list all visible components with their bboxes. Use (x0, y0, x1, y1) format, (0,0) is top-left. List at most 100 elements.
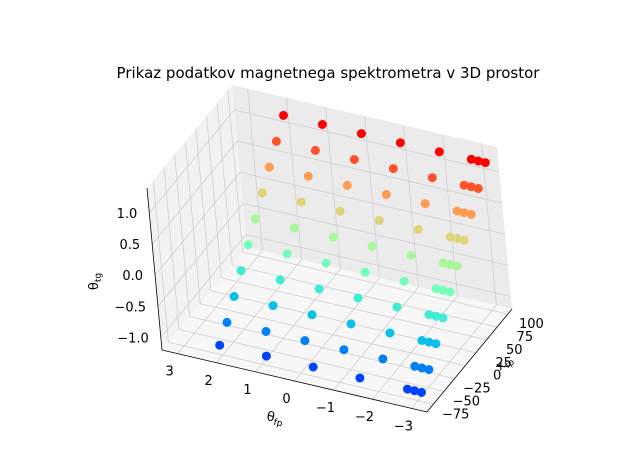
data-point (229, 291, 239, 301)
z-tick-label: 0.0 (122, 269, 143, 284)
grid-line (216, 259, 302, 364)
data-point (406, 250, 416, 260)
data-point (378, 354, 388, 364)
grid-line (148, 109, 235, 214)
x-tick-label: 25 (495, 356, 512, 371)
grid-line (333, 286, 419, 391)
data-point (342, 180, 352, 190)
x-tick-label: −25 (463, 382, 490, 397)
chart-title: Prikaz podatkov magnetnega spektrometra … (117, 64, 541, 82)
grid-line (234, 109, 500, 173)
data-point (261, 351, 271, 361)
data-point (349, 155, 359, 165)
x-tick-label: −50 (453, 394, 480, 409)
axes-panes (147, 85, 512, 412)
data-point (388, 164, 398, 174)
data-point (356, 129, 366, 139)
z-tick-label: −0.5 (114, 300, 146, 315)
data-point (300, 336, 310, 346)
grid-line (163, 167, 180, 330)
grid-line (294, 277, 380, 382)
grid-line (157, 203, 244, 307)
grid-line (247, 88, 263, 251)
data-point (431, 284, 441, 294)
y-tick-label: 3 (165, 365, 173, 380)
data-point (413, 225, 423, 235)
grid-line (227, 90, 244, 253)
data-point (360, 267, 370, 277)
y-tick-label: 0 (282, 392, 290, 407)
data-point (438, 313, 448, 323)
data-point (416, 387, 426, 397)
data-point (243, 240, 253, 250)
axes-lines (146, 187, 513, 413)
grid-line (216, 102, 233, 266)
data-point (250, 214, 260, 224)
data-point (473, 184, 483, 194)
data-point (399, 276, 409, 286)
grid-line (177, 250, 263, 354)
data-point (445, 287, 455, 297)
data-point (438, 258, 448, 268)
data-point (395, 138, 405, 148)
data-point (367, 241, 377, 251)
axes-grid (148, 88, 511, 409)
grid-line (151, 140, 238, 245)
grid-line (286, 97, 302, 260)
grid-line (152, 180, 169, 343)
data-point (310, 145, 320, 155)
grid-line (154, 171, 241, 276)
data-point (264, 162, 274, 172)
data-point (317, 120, 327, 130)
grid-line (481, 143, 497, 306)
grid-line (325, 106, 341, 269)
pane-left (147, 85, 247, 350)
y-tick-label: 2 (204, 374, 212, 389)
grid-line (206, 115, 222, 278)
data-point (282, 249, 292, 259)
data-point (445, 232, 455, 242)
data-point (257, 188, 267, 198)
grid-line (174, 154, 191, 317)
grid-line (372, 295, 458, 400)
data-point (328, 232, 338, 242)
data-point (321, 258, 331, 268)
data-point (480, 158, 490, 168)
data-point (215, 340, 225, 350)
y-tick-label: 1 (243, 383, 251, 398)
data-point (452, 261, 462, 271)
data-point (459, 235, 469, 245)
x-tick-label: −75 (442, 407, 469, 422)
z-axis-line (146, 187, 163, 351)
z-tick-label: −1.0 (117, 332, 149, 347)
data-point (355, 373, 365, 383)
data-point (346, 319, 356, 329)
data-point (289, 223, 299, 233)
x-tick-label: 75 (517, 330, 534, 345)
data-point (314, 284, 324, 294)
data-point (459, 180, 469, 190)
y-tick-label: −2 (355, 410, 374, 425)
data-point (392, 302, 402, 312)
data-point (410, 361, 420, 371)
data-point (275, 275, 285, 285)
grid-line (245, 234, 511, 297)
z-axis-label: θtg (87, 273, 104, 291)
data-point (222, 317, 232, 327)
data-point (374, 215, 384, 225)
z-tick-label: 1.0 (117, 207, 138, 222)
data-point (278, 110, 288, 120)
data-point (271, 136, 281, 146)
data-points (215, 110, 490, 397)
y-axis-label: θfp (265, 409, 285, 429)
x-tick-label: 100 (519, 317, 544, 332)
data-point (303, 171, 313, 181)
tick-labels: 1007550250−25−50−753210−1−2−31.00.50.0−0… (114, 207, 543, 435)
grid-line (239, 171, 506, 235)
data-point (424, 310, 434, 320)
grid-line (364, 115, 380, 279)
grid-line (403, 125, 419, 288)
data-point (308, 362, 318, 372)
grid-line (237, 140, 503, 204)
